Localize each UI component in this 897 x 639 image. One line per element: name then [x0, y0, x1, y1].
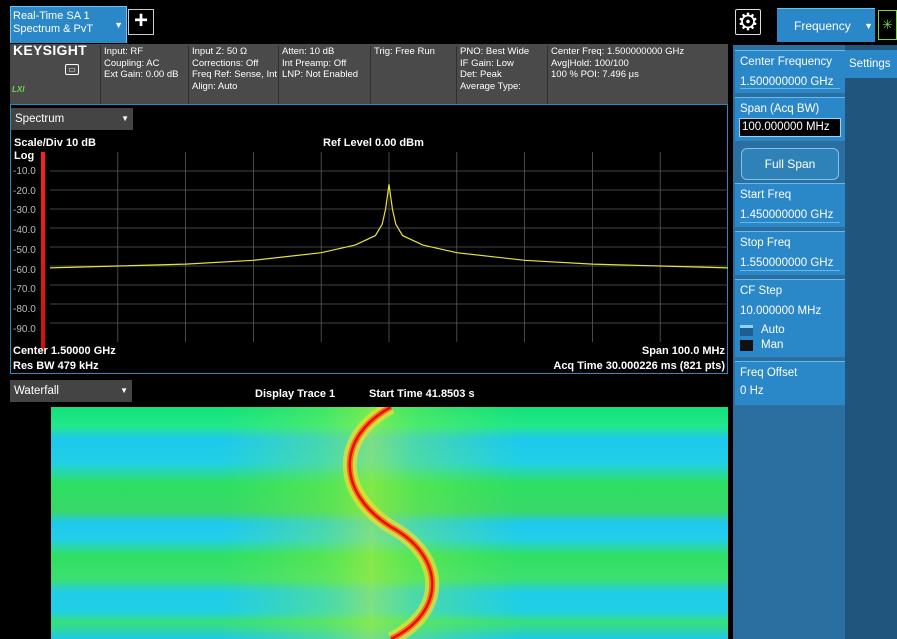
info-corrections-column[interactable]: Input Z: 50 Ω Corrections: Off Freq Ref:…: [188, 46, 278, 104]
info-attenuation-column[interactable]: Atten: 10 dB Int Preamp: Off LNP: Not En…: [278, 46, 370, 104]
info-text: Input Z: 50 Ω: [192, 46, 248, 57]
info-text: Corrections: Off: [192, 57, 259, 69]
scale-per-div: Scale/Div 10 dB: [14, 137, 96, 149]
info-text: Det: Peak: [460, 69, 502, 80]
freq-offset-key[interactable]: Freq Offset 0 Hz: [735, 361, 845, 405]
full-span-button[interactable]: Full Span: [741, 148, 839, 180]
center-frequency-key-value: 1.500000000 GHz: [740, 76, 834, 88]
info-text: LNP: Not Enabled: [282, 69, 359, 80]
chevron-down-icon: ▼: [120, 386, 128, 395]
info-text: PNO: Best Wide: [460, 46, 530, 57]
add-screen-button[interactable]: +: [128, 9, 154, 35]
menu-selector[interactable]: Frequency ▼: [777, 8, 875, 42]
y-tick-label: -80.0: [13, 303, 36, 315]
waterfall-window-title: Waterfall: [14, 385, 59, 397]
cf-step-key-label: CF Step: [740, 285, 783, 297]
y-tick-label: -30.0: [13, 205, 36, 217]
center-frequency: Center 1.50000 GHz: [13, 345, 116, 357]
radio-unselected-icon: [740, 340, 753, 351]
info-text: Atten: 10 dB: [282, 46, 335, 57]
chevron-down-icon: ▼: [114, 20, 123, 30]
start-frequency-key-value: 1.450000000 GHz: [740, 209, 834, 221]
cf-step-man-label: Man: [761, 339, 784, 351]
span-input[interactable]: 100.000000 MHz: [739, 118, 841, 137]
y-tick-label: -40.0: [13, 225, 36, 237]
info-text: Average Type:: [460, 80, 521, 92]
info-detector-column[interactable]: PNO: Best Wide IF Gain: Low Det: Peak Av…: [456, 46, 547, 104]
spectrum-window-selector[interactable]: Spectrum ▼: [11, 108, 133, 130]
spectrum-plot[interactable]: [50, 152, 728, 342]
busy-spinner-icon: ✳: [878, 10, 897, 40]
info-text: 100 % POI: 7.496 µs: [551, 69, 639, 80]
freq-offset-key-value: 0 Hz: [740, 385, 764, 397]
start-frequency-key-label: Start Freq: [740, 189, 792, 201]
log-scale-label: Log: [14, 150, 35, 162]
span-key-label: Span (Acq BW): [740, 103, 820, 115]
info-text: Avg|Hold: 100/100: [551, 57, 629, 69]
mode-tab[interactable]: Real-Time SA 1 Spectrum & PvT ▼: [10, 6, 127, 43]
spectrum-window[interactable]: Spectrum ▼ Scale/Div 10 dB Ref Level 0.0…: [10, 104, 728, 374]
gear-icon[interactable]: ⚙: [735, 9, 761, 36]
screen-cast-icon[interactable]: ▭: [65, 64, 79, 75]
freq-offset-key-label: Freq Offset: [740, 367, 798, 379]
tab-settings[interactable]: Settings: [845, 50, 897, 78]
info-input-column[interactable]: Input: RF Coupling: AC Ext Gain: 0.00 dB: [100, 46, 188, 104]
brand-area: KEYSIGHT ▭ LXI: [10, 42, 100, 104]
info-text: Align: Auto: [192, 80, 238, 92]
info-trigger-column[interactable]: Trig: Free Run: [370, 46, 456, 104]
spectrum-window-title: Spectrum: [15, 113, 65, 125]
acquisition-time: Acq Time 30.000226 ms (821 pts): [553, 360, 725, 372]
info-text: Center Freq: 1.500000000 GHz: [551, 46, 685, 57]
waterfall-energy-band: [221, 407, 521, 639]
stop-frequency-key-value: 1.550000000 GHz: [740, 257, 834, 269]
center-frequency-key-label: Center Frequency: [740, 56, 833, 68]
info-text: Freq Ref: Sense, Int: [192, 69, 278, 80]
info-text: Trig: Free Run: [374, 46, 435, 57]
measurement-info-bar: KEYSIGHT ▭ LXI Input: RF Coupling: AC Ex…: [10, 42, 728, 104]
waterfall-plot[interactable]: [51, 407, 728, 639]
mode-tab-line2: Spectrum & PvT: [13, 23, 94, 35]
cf-step-key-value: 10.000000 MHz: [740, 305, 822, 317]
y-tick-label: -20.0: [13, 185, 36, 197]
resolution-bandwidth: Res BW 479 kHz: [13, 360, 99, 372]
start-frequency-key[interactable]: Start Freq 1.450000000 GHz: [735, 183, 845, 227]
center-frequency-key[interactable]: Center Frequency 1.500000000 GHz: [735, 50, 845, 93]
ref-level-gradient-bar: [41, 152, 45, 350]
info-text: Coupling: AC: [104, 57, 160, 69]
top-bar: Real-Time SA 1 Spectrum & PvT ▼ + ⚙ Freq…: [0, 0, 897, 44]
span-key[interactable]: Span (Acq BW) 100.000000 MHz: [735, 97, 845, 141]
waterfall-window-selector[interactable]: Waterfall ▼: [10, 380, 132, 402]
info-frequency-column[interactable]: Center Freq: 1.500000000 GHz Avg|Hold: 1…: [547, 46, 728, 104]
waterfall-signal-core: [348, 407, 434, 639]
ref-level: Ref Level 0.00 dBm: [323, 137, 424, 149]
y-tick-label: -60.0: [13, 264, 36, 276]
y-tick-label: -10.0: [13, 166, 36, 177]
menu-title-label: Frequency: [794, 19, 851, 33]
start-time: Start Time 41.8503 s: [369, 388, 475, 400]
radio-selected-icon: [740, 325, 753, 336]
keysight-logo: KEYSIGHT: [13, 42, 87, 58]
chevron-down-icon: ▼: [121, 114, 129, 123]
stop-frequency-key-label: Stop Freq: [740, 237, 791, 249]
info-text: Input: RF: [104, 46, 144, 57]
y-tick-label: -70.0: [13, 284, 36, 296]
stop-frequency-key[interactable]: Stop Freq 1.550000000 GHz: [735, 231, 845, 275]
waterfall-window[interactable]: Waterfall ▼ Display Trace 1 Start Time 4…: [10, 376, 728, 639]
display-trace: Display Trace 1: [255, 388, 336, 400]
info-text: IF Gain: Low: [460, 57, 514, 69]
cf-step-auto-label: Auto: [761, 324, 785, 336]
y-tick-label: -50.0: [13, 244, 36, 256]
info-text: Ext Gain: 0.00 dB: [104, 69, 179, 80]
chevron-down-icon: ▼: [864, 21, 873, 31]
menu-tab-strip: [845, 45, 897, 639]
spectrum-trace: [50, 184, 728, 269]
span: Span 100.0 MHz: [641, 345, 725, 357]
mode-tab-line1: Real-Time SA 1: [13, 10, 90, 22]
lxi-logo: LXI: [12, 85, 25, 94]
y-tick-label: -90.0: [13, 323, 36, 335]
cf-step-key[interactable]: CF Step 10.000000 MHz: [735, 279, 845, 357]
info-text: Int Preamp: Off: [282, 57, 347, 69]
